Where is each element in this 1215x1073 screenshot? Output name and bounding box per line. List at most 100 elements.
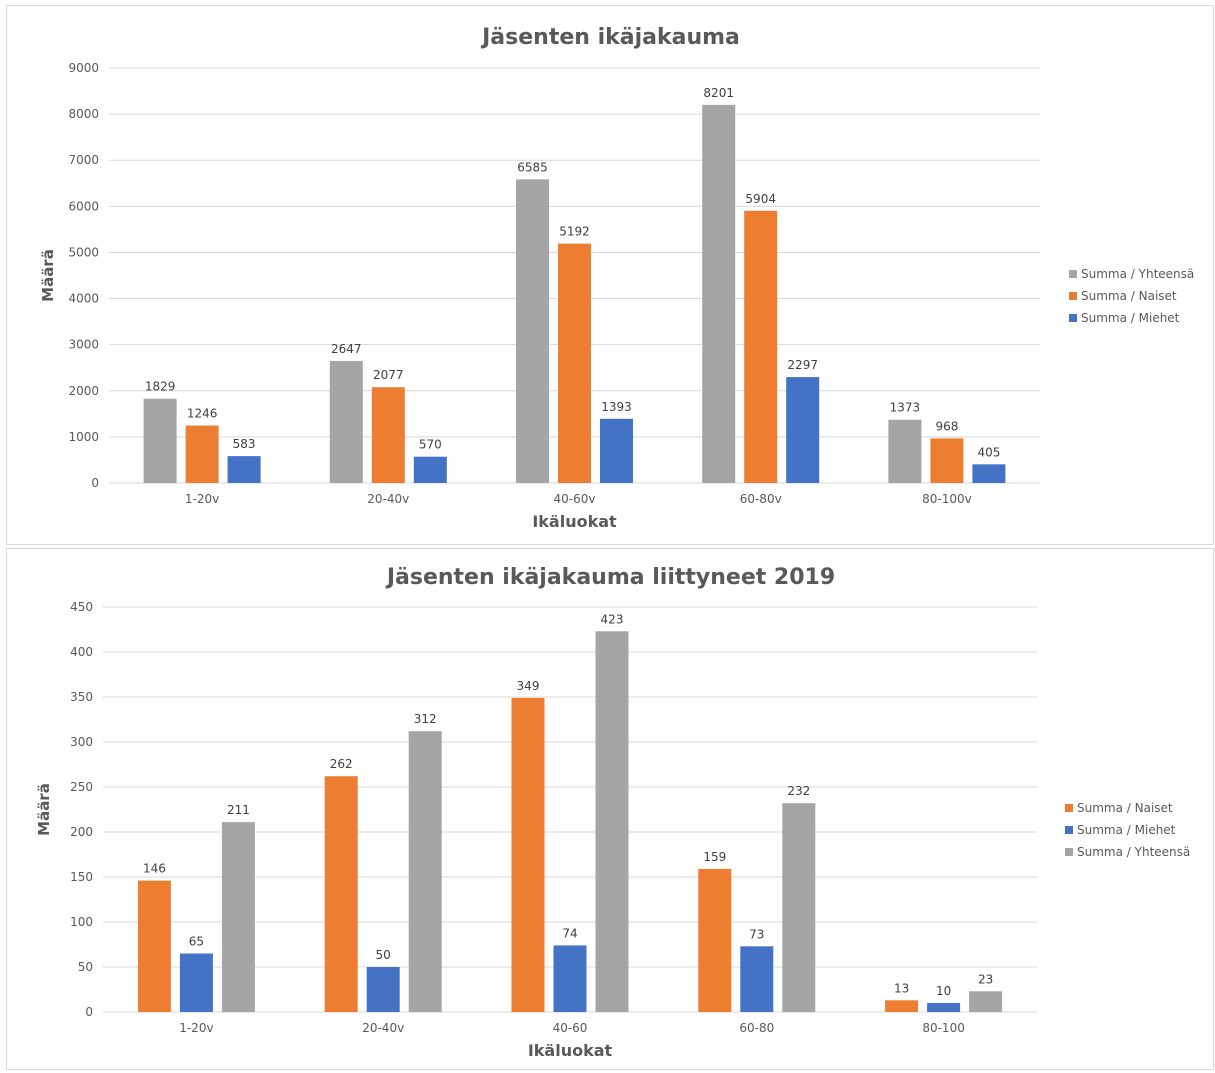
legend-swatch [1065,826,1073,834]
data-label: 10 [936,984,951,998]
bar-yhteensa [516,179,549,483]
y-tick-label: 150 [70,870,93,884]
x-tick-label: 20-40v [362,1021,404,1035]
bar-naiset [371,387,405,483]
bar-miehet [927,1003,961,1012]
bar-miehet [179,953,213,1012]
data-label: 65 [189,935,204,949]
data-label: 232 [787,784,810,798]
data-label: 73 [749,927,764,941]
data-label: 349 [517,679,540,693]
chart-title: Jäsenten ikäjakauma liittyneet 2019 [385,565,835,590]
bar-yhteensa [221,822,255,1012]
x-tick-label: 1-20v [185,492,219,506]
bar-naiset [558,243,591,483]
legend-label: Summa / Naiset [1077,801,1173,815]
y-tick-label: 200 [70,825,93,839]
y-tick-label: 50 [78,960,93,974]
y-tick-label: 0 [85,1005,93,1019]
bar-miehet [413,456,447,483]
bar-miehet [972,464,1006,483]
legend-label: Summa / Naiset [1081,289,1177,303]
legend-label: Summa / Miehet [1077,823,1176,837]
data-label: 583 [233,437,256,451]
data-label: 211 [227,803,250,817]
data-label: 570 [419,438,442,452]
data-label: 1373 [890,401,921,415]
bar-yhteensa [782,803,816,1012]
bar-miehet [740,946,774,1012]
y-tick-label: 400 [70,645,93,659]
data-label: 159 [703,850,726,864]
data-label: 1246 [187,407,218,421]
bar-yhteensa [888,419,922,483]
data-label: 8201 [703,86,734,100]
y-tick-label: 100 [70,915,93,929]
bar-miehet [366,967,400,1012]
chart-joined-2019: Jäsenten ikäjakauma liittyneet 2019 0 50 10… [35,565,1190,1060]
legend-swatch [1065,848,1073,856]
data-label: 262 [330,757,353,771]
x-tick-label: 60-80 [739,1021,774,1035]
y-axis-label: Määrä [39,249,57,302]
legend-label: Summa / Yhteensä [1077,845,1190,859]
x-axis-label: Ikäluokat [528,1041,613,1060]
x-tick-label: 1-20v [179,1021,213,1035]
chart-panel-age-distribution: Jäsenten ikäjakauma 0 1000 2000 3000 4000 5000… [6,5,1214,545]
legend-swatch [1069,292,1077,300]
data-label: 23 [978,972,993,986]
data-label: 50 [376,948,391,962]
bar-naiset [698,868,732,1012]
y-tick-label: 300 [70,735,93,749]
bar-yhteensa [969,991,1003,1012]
x-tick-label: 80-100 [922,1021,965,1035]
y-tick-label: 4000 [68,292,99,306]
legend-label: Summa / Yhteensä [1081,267,1194,281]
y-tick-label: 8000 [68,107,99,121]
data-label: 74 [562,926,577,940]
bar-naiset [930,438,964,483]
legend-swatch [1065,804,1073,812]
bar-yhteensa [702,104,736,484]
chart-panel-joined-2019: Jäsenten ikäjakauma liittyneet 2019 0 50 10… [6,548,1214,1070]
legend-label: Summa / Miehet [1081,311,1180,325]
legend-swatch [1069,314,1077,322]
y-tick-label: 250 [70,780,93,794]
y-tick-label: 0 [91,476,99,490]
data-label: 1393 [601,400,632,414]
y-tick-label: 450 [70,600,93,614]
bar-naiset [885,1000,919,1012]
data-label: 6585 [517,160,548,174]
x-axis-label: Ikäluokat [532,512,617,531]
bar-yhteensa [143,398,177,483]
bar-naiset [185,425,219,483]
data-label: 2297 [787,358,818,372]
y-tick-label: 5000 [68,245,99,259]
y-tick-label: 3000 [68,338,99,352]
data-label: 405 [977,445,1000,459]
x-tick-label: 40-60v [554,492,596,506]
y-tick-label: 9000 [68,61,99,75]
data-label: 1829 [145,380,176,394]
y-tick-label: 6000 [68,199,99,213]
chart-age-distribution: Jäsenten ikäjakauma 0 1000 2000 3000 4000 5000… [39,25,1194,531]
chart-title: Jäsenten ikäjakauma [480,25,740,50]
bar-naiset [324,776,358,1012]
data-label: 968 [935,419,958,433]
bar-yhteensa [595,631,629,1012]
bar-naiset [511,697,545,1012]
x-tick-label: 60-80v [740,492,782,506]
data-label: 2077 [373,368,404,382]
bar-naiset [137,880,171,1012]
y-tick-label: 2000 [68,384,99,398]
data-label: 5904 [745,192,776,206]
y-tick-label: 350 [70,690,93,704]
x-tick-label: 40-60 [553,1021,588,1035]
data-label: 13 [894,981,909,995]
y-axis-label: Määrä [35,783,53,836]
data-label: 423 [601,612,624,626]
data-label: 146 [143,862,166,876]
data-label: 312 [414,712,437,726]
x-tick-label: 80-100v [922,492,972,506]
bar-miehet [600,418,633,483]
